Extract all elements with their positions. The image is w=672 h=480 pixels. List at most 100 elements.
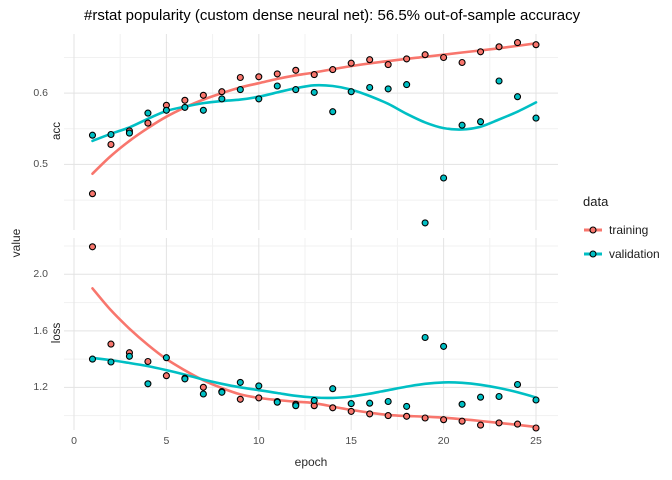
data-point-validation	[495, 392, 503, 401]
data-point-training	[477, 48, 485, 56]
data-point-training	[181, 96, 189, 104]
data-point-training	[107, 140, 115, 149]
data-point-validation	[347, 88, 355, 96]
facet-strip-label-acc: acc	[51, 122, 63, 140]
x-tick-label: 5	[163, 435, 170, 447]
data-point-training	[329, 66, 337, 74]
data-point-training	[255, 394, 263, 402]
y-tick-label: 0.6	[33, 87, 48, 100]
data-point-validation	[181, 375, 189, 383]
data-point-training	[403, 412, 411, 420]
legend-entries: training validation	[583, 218, 660, 266]
data-point-validation	[273, 398, 281, 406]
data-point-validation	[218, 388, 226, 396]
data-point-validation	[495, 77, 503, 85]
data-point-training	[403, 55, 411, 63]
data-point-validation	[421, 333, 429, 342]
data-point-training	[329, 404, 337, 412]
y-tick-label: 1.2	[33, 381, 48, 394]
data-point-training	[495, 419, 503, 427]
facet-strip-label-loss: loss	[51, 322, 63, 344]
data-point-training	[366, 410, 374, 418]
data-point-training	[458, 58, 466, 67]
data-point-validation	[199, 390, 207, 398]
data-point-validation	[181, 103, 189, 111]
data-point-validation	[125, 129, 133, 137]
data-point-validation	[532, 114, 540, 122]
smooth-line-validation	[91, 356, 538, 400]
data-point-validation	[199, 106, 207, 114]
data-point-validation	[384, 85, 392, 93]
smooth-line-training	[91, 42, 538, 175]
data-point-validation	[255, 382, 263, 390]
data-point-training	[273, 70, 281, 78]
data-point-validation	[366, 83, 374, 92]
data-point-validation	[329, 385, 337, 393]
data-point-validation	[273, 82, 281, 90]
x-tick-label: 25	[530, 435, 542, 447]
data-point-training	[421, 51, 429, 59]
data-point-training	[458, 417, 466, 425]
legend-entry-validation: validation	[583, 242, 660, 266]
data-point-validation	[125, 352, 133, 360]
data-point-validation	[513, 380, 522, 389]
data-point-training	[513, 420, 522, 428]
data-point-validation	[144, 109, 152, 117]
legend-key-icon	[584, 250, 602, 258]
data-point-validation	[107, 130, 115, 139]
y-axis-title: value	[9, 228, 23, 258]
y-tick-label: 2.0	[33, 268, 48, 281]
data-point-validation	[310, 396, 318, 405]
data-point-training	[347, 59, 355, 67]
y-tick-label: 1.6	[33, 324, 48, 337]
data-point-training	[366, 56, 374, 64]
data-point-validation	[477, 118, 485, 126]
data-point-training	[236, 73, 244, 82]
data-point-training	[88, 243, 97, 251]
data-point-training	[347, 407, 355, 415]
data-point-training	[440, 53, 448, 62]
legend-key-icon	[584, 226, 602, 234]
legend: data training validation	[583, 194, 660, 266]
data-point-training	[310, 71, 318, 79]
x-tick-label: 20	[437, 435, 450, 447]
data-point-validation	[162, 106, 170, 114]
data-point-validation	[532, 396, 540, 404]
data-point-training	[107, 340, 115, 348]
data-point-validation	[440, 342, 448, 350]
data-point-validation	[477, 393, 485, 401]
legend-entry-label: validation	[609, 247, 660, 261]
data-point-validation	[458, 400, 466, 408]
data-point-training	[532, 424, 540, 432]
data-point-validation	[440, 174, 448, 182]
data-point-training	[477, 421, 485, 429]
data-point-validation	[347, 400, 355, 408]
data-point-training	[440, 416, 448, 424]
data-point-training	[199, 383, 207, 391]
data-point-validation	[403, 402, 411, 410]
data-point-validation	[403, 81, 411, 89]
data-point-training	[255, 73, 263, 81]
data-point-training	[144, 357, 152, 366]
data-point-validation	[236, 378, 244, 386]
data-point-training	[88, 190, 97, 198]
x-axis-title: epoch	[294, 455, 328, 469]
legend-entry-label: training	[609, 223, 649, 237]
data-point-training	[384, 61, 392, 69]
legend-title: data	[583, 194, 609, 209]
y-tick-label: 0.5	[33, 158, 48, 171]
data-point-validation	[329, 108, 337, 116]
data-point-validation	[292, 402, 300, 410]
legend-entry-training: training	[583, 218, 660, 242]
data-point-training	[292, 66, 300, 74]
data-point-validation	[421, 219, 429, 227]
data-point-training	[144, 119, 152, 127]
data-point-validation	[88, 131, 97, 139]
x-tick-label: 0	[71, 435, 77, 447]
data-point-validation	[218, 95, 226, 103]
data-point-training	[513, 39, 522, 47]
chart-title: #rstat popularity (custom dense neural n…	[84, 7, 581, 24]
data-point-validation	[88, 355, 97, 363]
data-point-validation	[513, 93, 522, 101]
